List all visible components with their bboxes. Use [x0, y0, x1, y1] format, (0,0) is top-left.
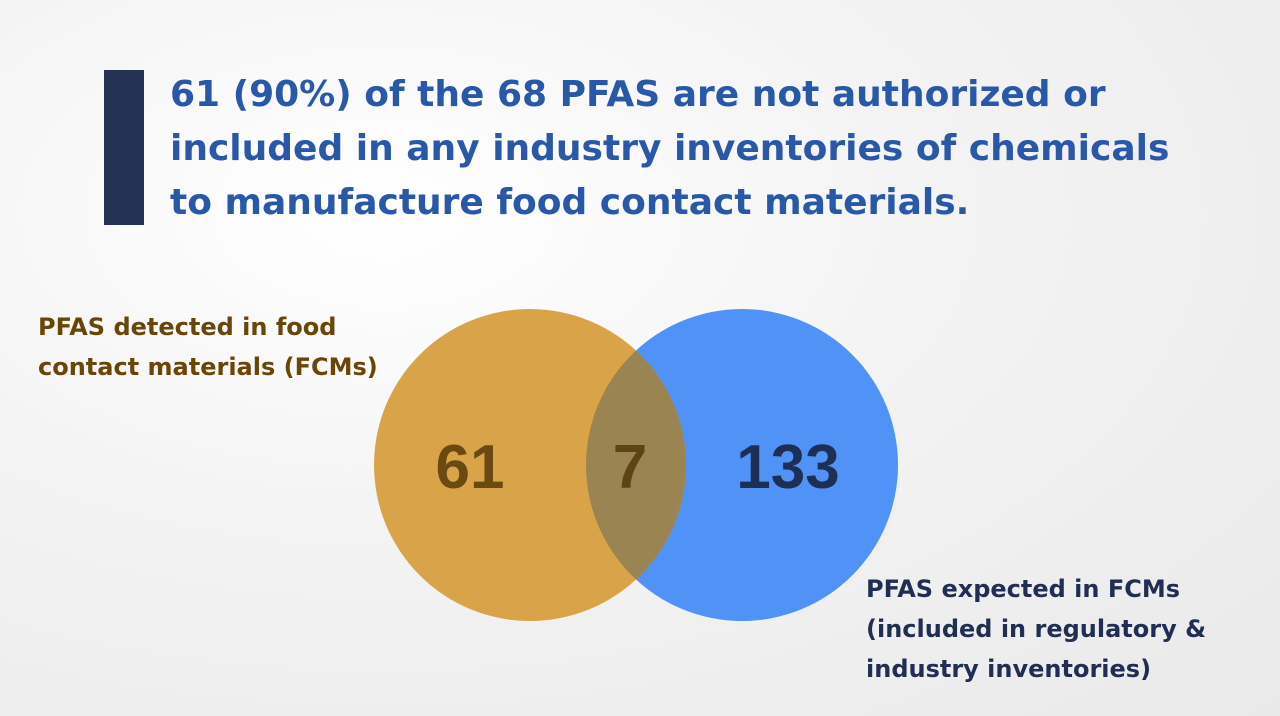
left-set-label-line: PFAS detected in food: [38, 313, 337, 341]
overlap-count: 7: [613, 433, 647, 502]
headline: 61 (90%) of the 68 PFAS are not authoriz…: [170, 68, 1230, 230]
headline-line: to manufacture food contact materials.: [170, 182, 970, 223]
right-set-label-line: (included in regulatory &: [866, 615, 1207, 643]
overlap-region: [586, 309, 686, 621]
left-set-label: PFAS detected in food contact materials …: [38, 307, 378, 387]
right-set-label-line: PFAS expected in FCMs: [866, 575, 1181, 603]
headline-line: included in any industry inventories of …: [170, 128, 1170, 169]
left-set-label-line: contact materials (FCMs): [38, 353, 378, 381]
headline-line: 61 (90%) of the 68 PFAS are not authoriz…: [170, 74, 1106, 115]
left-set-count: 61: [436, 433, 505, 502]
right-set-count: 133: [736, 433, 839, 502]
right-set-label-line: industry inventories): [866, 655, 1152, 683]
right-set-label: PFAS expected in FCMs (included in regul…: [866, 569, 1206, 689]
accent-bar: [104, 70, 144, 225]
